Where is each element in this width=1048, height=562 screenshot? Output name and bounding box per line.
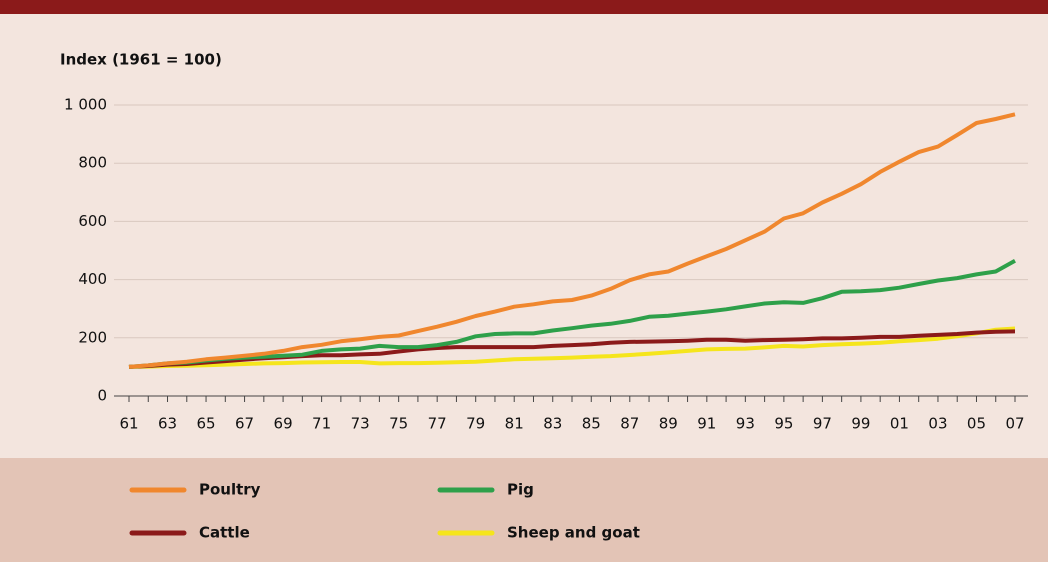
y-tick-label: 600 [78,212,107,230]
legend-label: Sheep and goat [507,524,640,542]
x-tick-label: 85 [582,415,601,433]
x-tick-label: 81 [505,415,524,433]
series-line [128,258,1016,369]
x-tick-label: 03 [928,415,947,433]
y-axis-label: Index (1961 = 100) [60,51,222,69]
legend-label: Pig [507,481,534,499]
x-tick-label: 89 [659,415,678,433]
x-tick-label: 87 [620,415,639,433]
x-tick-label: 71 [312,415,331,433]
x-tick-label: 69 [274,415,293,433]
x-tick-label: 65 [196,415,215,433]
legend-label: Poultry [199,481,261,499]
x-tick-label: 73 [351,415,370,433]
x-tick-label: 95 [774,415,793,433]
legend-band [0,458,1048,562]
x-tick-label: 77 [428,415,447,433]
y-tick-label: 400 [78,270,107,288]
x-tick-label: 83 [543,415,562,433]
x-tick-label: 05 [967,415,986,433]
x-tick-label: 63 [158,415,177,433]
top-band [0,0,1048,14]
y-tick-label: 800 [78,154,107,172]
x-tick-label: 93 [736,415,755,433]
series-line [128,112,1016,369]
x-tick-label: 97 [813,415,832,433]
series-line [128,326,1016,369]
legend-label: Cattle [199,524,250,542]
x-tick-label: 07 [1005,415,1024,433]
y-tick-label: 200 [78,328,107,346]
x-tick-label: 99 [851,415,870,433]
y-tick-label: 0 [97,387,107,405]
x-tick-label: 01 [890,415,909,433]
x-tick-label: 79 [466,415,485,433]
x-tick-label: 61 [119,415,138,433]
x-tick-label: 67 [235,415,254,433]
x-tick-label: 75 [389,415,408,433]
x-tick-label: 91 [697,415,716,433]
y-tick-label: 1 000 [64,96,107,114]
